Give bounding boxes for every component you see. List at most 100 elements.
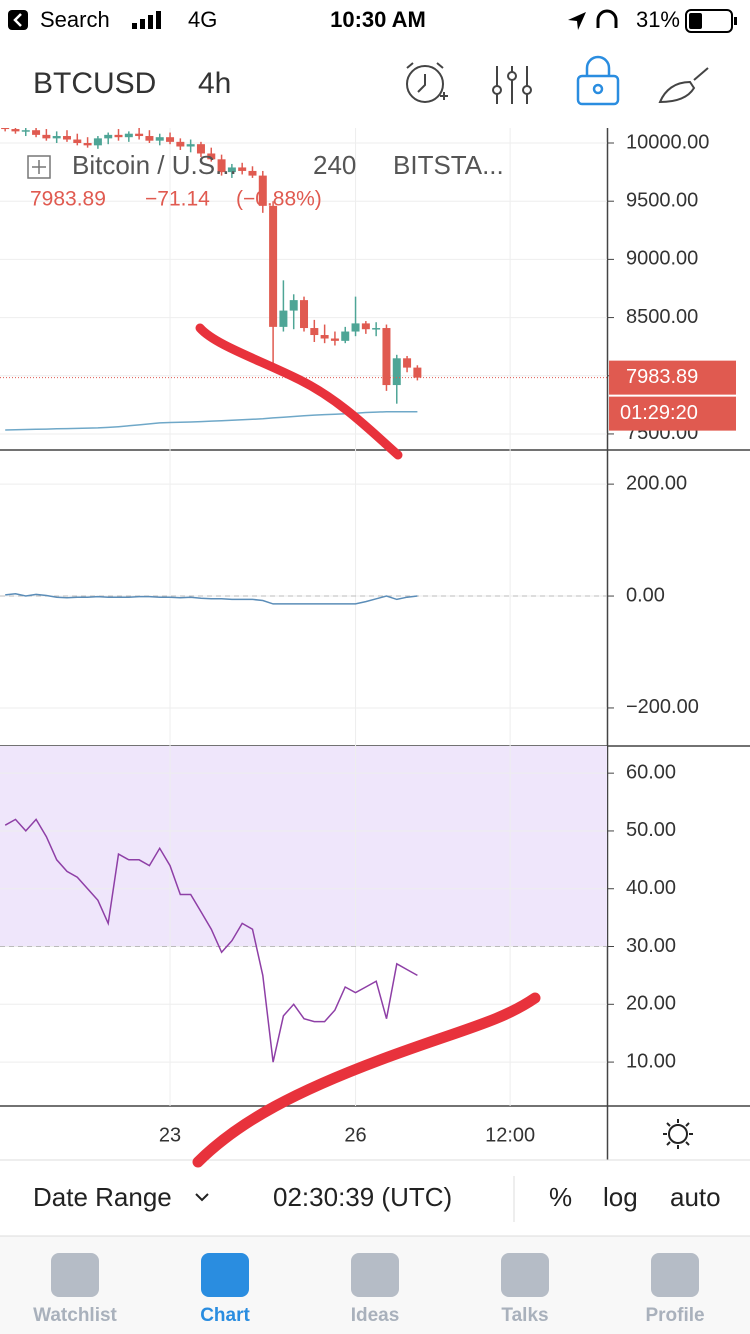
candle-body (52, 136, 61, 139)
draw-icon[interactable] (658, 67, 709, 104)
y-tick-label: 8500.00 (626, 306, 698, 328)
legend-price: 7983.89 (30, 188, 106, 211)
location-icon (568, 12, 586, 30)
back-chevron (13, 13, 22, 27)
alert-icon[interactable] (406, 62, 448, 103)
tabs: Watchlist Chart Ideas Talks Profile (33, 1253, 705, 1326)
back-icon[interactable] (8, 10, 28, 30)
candle-body (73, 139, 82, 144)
candle-body (124, 133, 133, 138)
candle-body (217, 159, 226, 173)
candle-body (42, 134, 51, 139)
candle-body (351, 323, 360, 332)
x-tick-label: 12:00 (485, 1124, 535, 1146)
battery-level (689, 13, 702, 29)
annotation-stroke (195, 323, 403, 460)
candle-body (11, 129, 20, 132)
y-tick-label: 20.00 (626, 993, 676, 1015)
battery-pct: 31% (636, 7, 680, 32)
candle-body (227, 167, 236, 173)
last-price-tag (609, 360, 736, 395)
headphone-icon (596, 9, 618, 28)
last-price-label: 7983.89 (626, 366, 698, 388)
auto-toggle[interactable]: auto (670, 1182, 721, 1212)
candle-body (176, 141, 185, 147)
countdown-tag (609, 396, 736, 431)
candle-body (1, 128, 10, 130)
tab-icon (651, 1253, 699, 1297)
panel (0, 450, 607, 746)
candle-body (32, 130, 41, 135)
y-tick-label: 0.00 (626, 584, 665, 606)
candle-body (403, 358, 412, 368)
y-tick-label: 30.00 (626, 935, 676, 957)
y-tick-label: 10000.00 (626, 131, 709, 153)
tab-label[interactable]: Talks (501, 1305, 548, 1326)
candle-body (269, 205, 278, 327)
clock: 10:30 AM (330, 7, 426, 32)
candle-body (21, 130, 30, 132)
candle-body (289, 300, 298, 311)
signal-icon (132, 11, 161, 29)
candle-body (135, 133, 144, 137)
candle-body (104, 134, 113, 139)
settings-icon[interactable] (663, 1119, 693, 1149)
candle-body (62, 136, 71, 140)
tab-label[interactable]: Watchlist (33, 1305, 117, 1326)
plot-area: 7500.008000.008500.009000.009500.0010000… (0, 128, 736, 1146)
y-tick-label: 9500.00 (626, 189, 698, 211)
indicators-icon[interactable] (492, 66, 532, 104)
log-toggle[interactable]: log (603, 1182, 638, 1212)
candle-body (196, 144, 205, 154)
y-tick-label: −200.00 (626, 696, 699, 718)
candle-body (279, 310, 288, 327)
candle-body (238, 167, 247, 171)
legend-exchange: BITSTA... (393, 150, 504, 180)
candle-body (83, 143, 92, 146)
candle-body (341, 331, 350, 341)
rsi-band (0, 746, 607, 947)
candle-body (372, 328, 381, 330)
status-bar: Search 4G 10:30 AM 31% (8, 7, 737, 33)
y-tick-label: 50.00 (626, 819, 676, 841)
candle-body (248, 170, 257, 176)
lock-icon[interactable] (576, 55, 620, 106)
network: 4G (188, 7, 217, 32)
date-range[interactable]: Date Range (33, 1182, 172, 1212)
y-tick-label: 40.00 (626, 877, 676, 899)
legend-change-pct: (−0.88%) (236, 188, 322, 211)
interval[interactable]: 4h (198, 67, 231, 100)
candle-body (145, 136, 154, 141)
candle-body (310, 328, 319, 336)
utc-clock[interactable]: 02:30:39 (UTC) (273, 1182, 452, 1212)
candle-body (166, 137, 175, 142)
candle-body (320, 335, 329, 339)
x-tick-label: 26 (344, 1124, 366, 1146)
battery-tip (734, 17, 737, 25)
y-tick-label: 200.00 (626, 472, 687, 494)
annotation-stroke (192, 992, 541, 1168)
indicator-line (4, 818, 418, 1063)
candle-body (207, 153, 216, 160)
percent-toggle[interactable]: % (549, 1182, 572, 1212)
candle-body (361, 323, 370, 330)
tab-icon (201, 1253, 249, 1297)
countdown-label: 01:29:20 (620, 402, 698, 424)
symbol[interactable]: BTCUSD (33, 67, 156, 100)
back-label[interactable]: Search (40, 7, 110, 32)
legend-change: −71.14 (145, 188, 210, 211)
tab-label[interactable]: Chart (200, 1305, 250, 1326)
dropdown-chevron (195, 1193, 209, 1202)
panel (0, 746, 607, 1106)
battery-icon (685, 9, 733, 33)
legend-plus (32, 160, 46, 174)
tab-label[interactable]: Profile (645, 1305, 704, 1326)
legend: Bitcoin / U.S... 240 BITSTA... 7983.89 −… (27, 150, 504, 211)
candle-body (155, 137, 164, 141)
tab-label[interactable]: Ideas (351, 1305, 400, 1326)
y-tick-label: 9000.00 (626, 248, 698, 270)
candle-body (114, 134, 123, 138)
candle-body (186, 144, 195, 147)
